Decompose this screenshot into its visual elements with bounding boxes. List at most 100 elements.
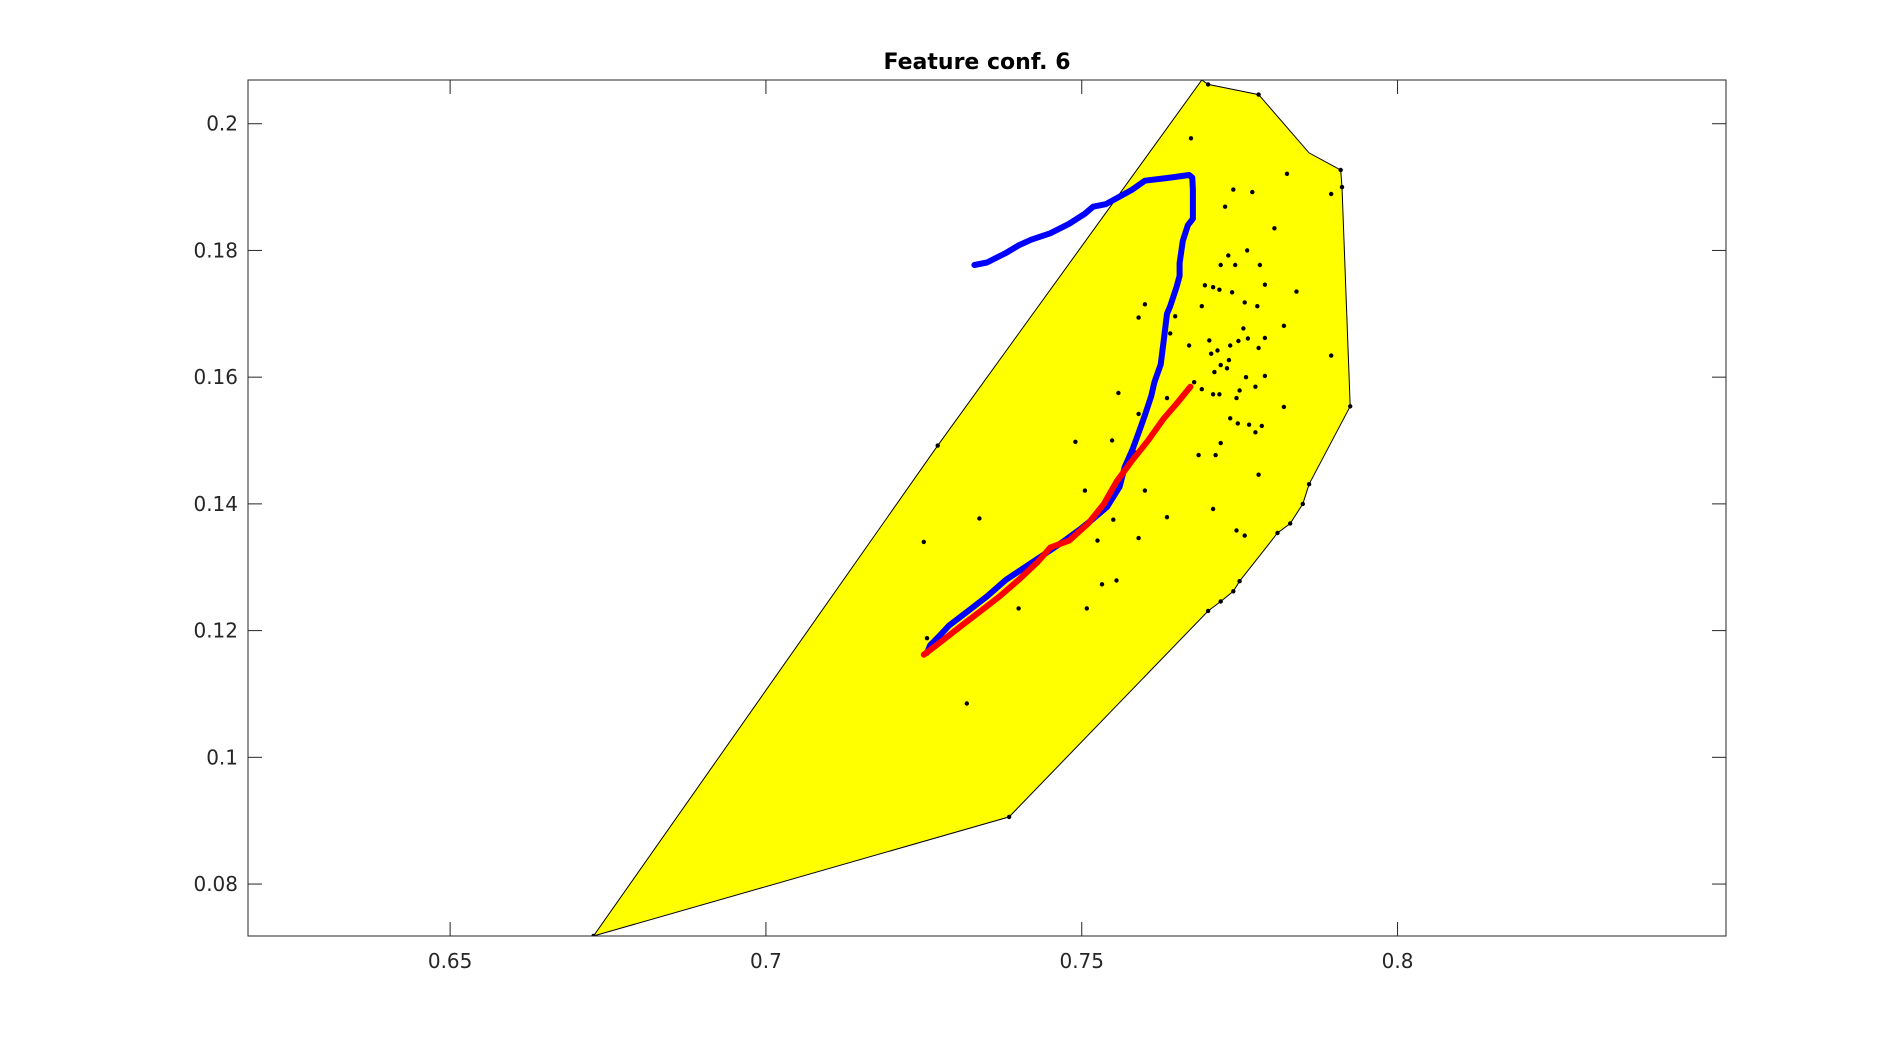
- data-point-38: [1186, 343, 1192, 348]
- series-line-blue: [924, 172, 1196, 656]
- data-point-89: [591, 933, 596, 936]
- data-point-62: [1109, 438, 1115, 443]
- data-point-97: [1231, 589, 1236, 594]
- data-point-21: [1199, 304, 1205, 309]
- data-point-37: [1256, 345, 1261, 351]
- data-point-24: [1142, 302, 1148, 307]
- data-point-7: [1250, 189, 1255, 195]
- x-tick-label-3: 0.8: [1382, 949, 1414, 973]
- points-layer: [591, 82, 1353, 936]
- data-point-98: [1218, 599, 1223, 604]
- data-point-51: [1237, 388, 1242, 393]
- data-point-39: [1218, 362, 1223, 368]
- data-point-55: [1136, 411, 1141, 417]
- data-point-70: [1082, 488, 1088, 493]
- data-point-29: [1241, 326, 1246, 331]
- data-point-18: [1217, 287, 1222, 292]
- data-point-5: [1338, 167, 1343, 173]
- data-point-9: [1272, 226, 1277, 231]
- data-point-35: [1228, 343, 1233, 348]
- data-point-77: [1242, 533, 1247, 538]
- data-point-48: [1116, 390, 1121, 396]
- data-point-17: [1262, 282, 1268, 287]
- data-point-74: [1164, 515, 1170, 520]
- data-point-36: [1209, 351, 1214, 356]
- data-point-56: [1281, 404, 1287, 410]
- data-point-50: [1217, 392, 1222, 397]
- data-point-28: [1168, 331, 1173, 336]
- data-point-42: [1226, 357, 1232, 363]
- data-point-43: [1329, 353, 1334, 358]
- data-point-15: [1202, 283, 1208, 288]
- data-point-19: [1229, 290, 1235, 295]
- data-point-14: [1257, 262, 1263, 268]
- data-point-4: [1284, 171, 1290, 176]
- data-point-0: [1222, 204, 1228, 209]
- data-point-72: [1210, 506, 1216, 512]
- data-point-64: [1218, 440, 1223, 446]
- y-tick-label-2: 0.12: [193, 619, 238, 643]
- data-point-11: [1226, 253, 1231, 258]
- chart-title: Feature conf. 6: [883, 50, 1070, 75]
- series-layer: [920, 172, 1196, 658]
- x-axis: 0.65 0.7 0.75 0.8: [428, 80, 1414, 973]
- data-point-86: [964, 701, 969, 706]
- data-point-76: [1234, 528, 1239, 533]
- data-point-32: [1207, 338, 1212, 343]
- data-point-12: [1245, 248, 1250, 253]
- data-point-10: [1218, 262, 1223, 268]
- data-point-93: [1300, 501, 1306, 507]
- series-line-red: [920, 383, 1194, 658]
- data-point-8: [1329, 191, 1334, 197]
- data-point-96: [1237, 579, 1242, 584]
- data-point-92: [1306, 482, 1312, 487]
- y-axis: 0.08 0.1 0.12 0.14 0.16 0.18 0.2: [193, 112, 1726, 896]
- data-point-80: [1095, 538, 1100, 543]
- data-point-87: [935, 443, 940, 448]
- data-point-91: [1339, 184, 1345, 190]
- data-point-75: [1111, 517, 1116, 522]
- data-point-63: [1073, 439, 1078, 444]
- y-tick-label-3: 0.14: [193, 492, 238, 516]
- data-point-25: [1136, 315, 1141, 320]
- data-point-85: [924, 636, 930, 641]
- y-tick-label-4: 0.16: [193, 365, 238, 389]
- data-point-30: [1236, 338, 1241, 344]
- x-tick-label-2: 0.75: [1059, 949, 1104, 973]
- data-point-6: [1231, 187, 1236, 192]
- data-point-66: [1196, 452, 1201, 458]
- y-tick-label-5: 0.18: [193, 238, 238, 262]
- data-point-33: [1262, 335, 1268, 341]
- data-point-57: [1228, 416, 1233, 421]
- data-point-3: [1188, 136, 1194, 141]
- data-point-44: [1243, 375, 1249, 380]
- data-point-90: [1348, 404, 1353, 409]
- y-tick-label-1: 0.1: [206, 745, 238, 769]
- data-point-53: [1234, 395, 1239, 401]
- data-point-34: [1215, 348, 1220, 353]
- data-point-59: [1246, 422, 1252, 427]
- y-tick-label-0: 0.08: [193, 872, 238, 896]
- data-point-49: [1210, 392, 1216, 397]
- data-point-67: [1213, 452, 1218, 458]
- data-point-26: [1281, 323, 1287, 328]
- data-point-20: [1294, 289, 1299, 294]
- data-point-27: [1173, 314, 1178, 319]
- x-tick-label-0: 0.65: [428, 949, 473, 973]
- data-point-1: [1205, 82, 1211, 87]
- plot-area: [247, 79, 1727, 937]
- data-point-73: [977, 516, 982, 521]
- data-point-82: [1099, 582, 1105, 587]
- data-point-41: [1212, 369, 1217, 375]
- data-point-47: [1199, 387, 1205, 392]
- data-point-58: [1235, 421, 1241, 426]
- data-point-13: [1233, 262, 1238, 268]
- x-tick-label-1: 0.7: [750, 949, 782, 973]
- data-point-45: [1262, 373, 1268, 379]
- y-tick-label-6: 0.2: [206, 112, 238, 136]
- data-point-71: [1142, 488, 1148, 493]
- data-point-31: [1245, 336, 1251, 341]
- data-point-83: [1016, 606, 1021, 611]
- data-point-78: [921, 539, 926, 545]
